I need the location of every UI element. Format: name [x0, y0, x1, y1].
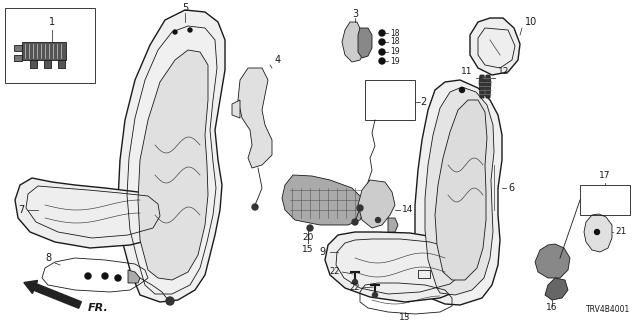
Polygon shape: [425, 87, 494, 295]
Polygon shape: [535, 244, 570, 278]
Polygon shape: [435, 100, 487, 280]
Bar: [418, 270, 430, 278]
Text: 7: 7: [18, 205, 24, 215]
Polygon shape: [342, 22, 365, 62]
Text: 16: 16: [547, 303, 557, 313]
Polygon shape: [128, 270, 140, 283]
Polygon shape: [584, 214, 612, 252]
Text: 14: 14: [402, 205, 413, 214]
Polygon shape: [238, 68, 272, 168]
Text: 9: 9: [320, 247, 326, 257]
Circle shape: [85, 273, 91, 279]
Text: 11: 11: [461, 68, 472, 76]
Text: 20: 20: [302, 234, 314, 243]
Polygon shape: [358, 28, 372, 58]
Bar: [14, 55, 22, 61]
Text: 17: 17: [599, 171, 611, 180]
Bar: [580, 185, 630, 215]
Text: 12: 12: [498, 68, 509, 76]
Polygon shape: [479, 75, 485, 98]
Circle shape: [376, 218, 381, 222]
Polygon shape: [358, 180, 395, 228]
Polygon shape: [388, 218, 398, 232]
Circle shape: [379, 30, 385, 36]
Text: 10: 10: [525, 17, 537, 27]
Circle shape: [595, 229, 600, 235]
Circle shape: [460, 87, 465, 92]
Text: 13: 13: [399, 314, 411, 320]
Circle shape: [102, 273, 108, 279]
Polygon shape: [470, 18, 520, 75]
Circle shape: [379, 49, 385, 55]
Text: TRV4B4001: TRV4B4001: [586, 305, 630, 314]
Text: 18: 18: [390, 28, 399, 37]
Circle shape: [353, 279, 358, 284]
Text: 2: 2: [420, 97, 426, 107]
Text: 6: 6: [508, 183, 514, 193]
Polygon shape: [282, 175, 365, 225]
Polygon shape: [415, 80, 502, 305]
Circle shape: [307, 225, 313, 231]
Text: 4: 4: [275, 55, 281, 65]
Circle shape: [188, 28, 192, 32]
Polygon shape: [325, 232, 475, 302]
Text: 5: 5: [182, 3, 188, 13]
Circle shape: [352, 219, 358, 225]
Bar: [44, 60, 51, 68]
Circle shape: [379, 58, 385, 64]
Bar: [14, 45, 22, 51]
Circle shape: [357, 205, 363, 211]
Circle shape: [252, 204, 258, 210]
Text: 19: 19: [390, 57, 399, 66]
Polygon shape: [485, 75, 491, 98]
Bar: [58, 60, 65, 68]
Circle shape: [115, 275, 121, 281]
Text: 22: 22: [349, 284, 360, 292]
Polygon shape: [545, 278, 568, 300]
Text: 1: 1: [49, 17, 55, 27]
Text: 15: 15: [302, 245, 314, 254]
Polygon shape: [138, 50, 208, 280]
Bar: [30, 60, 37, 68]
Text: FR.: FR.: [88, 303, 109, 313]
Bar: [22, 42, 66, 60]
Polygon shape: [15, 178, 168, 248]
Text: 21: 21: [615, 228, 627, 236]
Bar: [5, 8, 95, 83]
Polygon shape: [118, 10, 225, 302]
Circle shape: [379, 39, 385, 45]
Text: 19: 19: [390, 47, 399, 57]
Circle shape: [173, 30, 177, 34]
Polygon shape: [232, 100, 240, 118]
Circle shape: [166, 297, 174, 305]
Text: 22: 22: [330, 268, 340, 276]
Text: 8: 8: [45, 253, 51, 263]
Circle shape: [372, 292, 378, 298]
FancyArrow shape: [24, 281, 81, 308]
Text: 18: 18: [390, 37, 399, 46]
Text: 3: 3: [352, 9, 358, 19]
Bar: [365, 80, 415, 120]
